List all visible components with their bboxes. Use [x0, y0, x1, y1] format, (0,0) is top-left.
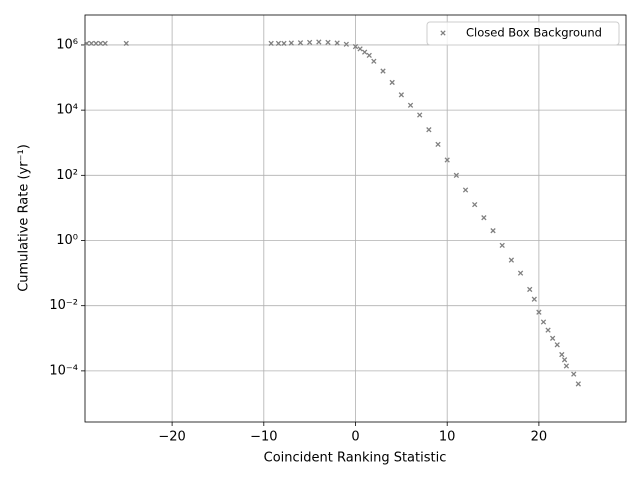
- data-point: [352, 43, 359, 50]
- data-point: [371, 58, 377, 64]
- data-point: [84, 40, 90, 47]
- data-point: [426, 127, 432, 133]
- data-point: [97, 40, 104, 47]
- data-point: [417, 112, 423, 118]
- x-axis-label: Coincident Ranking Statistic: [264, 451, 447, 466]
- data-point: [343, 41, 349, 47]
- data-point: [531, 296, 537, 302]
- data-point: [306, 39, 313, 46]
- data-point: [334, 40, 340, 46]
- data-point: [571, 371, 577, 377]
- data-point: [435, 141, 441, 148]
- data-point: [554, 342, 560, 348]
- data-point: [561, 357, 568, 363]
- data-point: [517, 270, 524, 276]
- data-point: [325, 39, 331, 46]
- data-point: [540, 319, 547, 325]
- data-point: [123, 40, 129, 47]
- data-point: [575, 381, 581, 387]
- y-tick-label: 10⁶: [56, 37, 78, 52]
- data-point: [380, 68, 386, 74]
- data-point: [545, 327, 551, 333]
- data-point: [362, 49, 368, 55]
- data-point: [508, 257, 515, 263]
- data-point: [499, 242, 505, 249]
- data-point: [453, 172, 460, 178]
- data-point: [444, 157, 450, 163]
- data-point: [357, 46, 363, 52]
- data-point: [297, 40, 304, 46]
- y-tick-label: 10⁴: [56, 103, 78, 118]
- x-tick-label: 10: [439, 430, 456, 445]
- data-point: [275, 40, 282, 47]
- y-tick-label: 10⁰: [56, 233, 78, 248]
- legend-marker: [440, 30, 446, 36]
- data-point: [102, 40, 108, 47]
- x-tick-label: 20: [531, 430, 548, 445]
- data-point: [389, 79, 395, 86]
- y-tick-label: 10⁻⁴: [49, 363, 78, 378]
- data-point: [398, 92, 405, 98]
- y-tick-label: 10²: [56, 168, 78, 183]
- data-point: [481, 215, 487, 221]
- plot-frame: [84, 14, 627, 423]
- legend-box: [426, 21, 620, 46]
- data-point: [88, 40, 95, 47]
- y-tick-label: 10⁻²: [49, 298, 78, 313]
- data-point: [366, 52, 372, 59]
- data-point: [536, 309, 542, 315]
- data-point: [288, 40, 294, 46]
- x-tick-label: −20: [158, 430, 185, 445]
- data-point: [281, 40, 287, 47]
- data-point: [407, 102, 414, 108]
- data-point: [549, 335, 556, 341]
- data-point: [563, 363, 570, 369]
- data-point: [472, 201, 478, 208]
- x-tick-label: 0: [351, 430, 359, 445]
- data-point: [462, 187, 469, 193]
- data-point: [559, 351, 565, 358]
- legend-label: Closed Box Background: [466, 26, 602, 40]
- data-point: [316, 39, 322, 45]
- data-point: [268, 40, 274, 47]
- data-point: [527, 286, 533, 293]
- data-point: [490, 228, 496, 234]
- y-axis-label: Cumulative Rate (yr⁻¹): [17, 144, 32, 292]
- x-tick-label: −10: [250, 430, 277, 445]
- data-point: [93, 40, 99, 47]
